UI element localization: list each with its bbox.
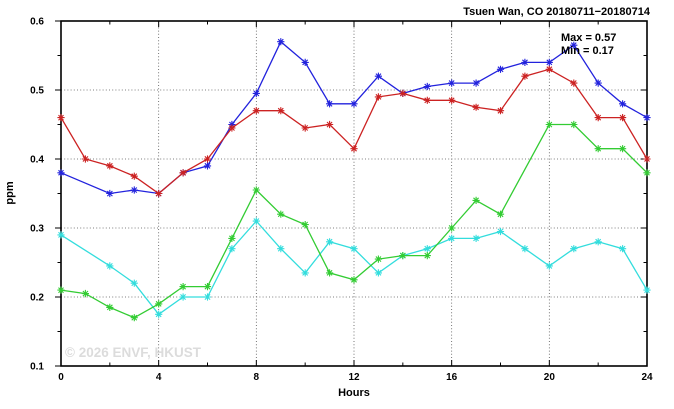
watermark: © 2026 ENVF, HKUST: [65, 345, 202, 360]
x-tick-label: 24: [641, 372, 653, 383]
y-tick-label: 0.6: [30, 17, 44, 28]
green-series: [57, 120, 651, 322]
x-tick-label: 0: [58, 372, 64, 383]
plot-layer: 0 4 8 12 16 20 24 0.1 0.2 0.3 0.4 0.5 0.6: [30, 17, 653, 384]
gridlines: [61, 21, 647, 366]
y-tick-label: 0.4: [30, 155, 44, 166]
plot-frame: [60, 20, 648, 367]
x-tick-label: 20: [544, 372, 556, 383]
green-series-markers: [57, 120, 651, 322]
green-series-line: [60, 123, 648, 319]
x-tick-label: 12: [348, 372, 360, 383]
y-axis-label: ppm: [4, 181, 16, 204]
axis-ticks: [55, 20, 648, 367]
y-tick-label: 0.5: [30, 86, 44, 97]
chart-title: Tsuen Wan, CO 20180711−20180714: [463, 6, 651, 18]
y-tick-label: 0.1: [30, 362, 44, 373]
y-tick-label: 0.3: [30, 224, 44, 235]
x-axis-label: Hours: [338, 387, 370, 399]
annotation-max: Max = 0.57: [561, 32, 616, 44]
x-tick-label: 16: [446, 372, 458, 383]
red-series: [57, 65, 651, 198]
y-tick-label: 0.2: [30, 293, 44, 304]
tick-labels: 0 4 8 12 16 20 24 0.1 0.2 0.3 0.4 0.5 0.6: [30, 17, 653, 384]
cyan-series-line: [60, 220, 648, 316]
red-series-markers: [57, 65, 651, 198]
x-tick-label: 4: [156, 372, 162, 383]
annotation-min: Min = 0.17: [561, 45, 614, 57]
x-tick-label: 8: [254, 372, 260, 383]
